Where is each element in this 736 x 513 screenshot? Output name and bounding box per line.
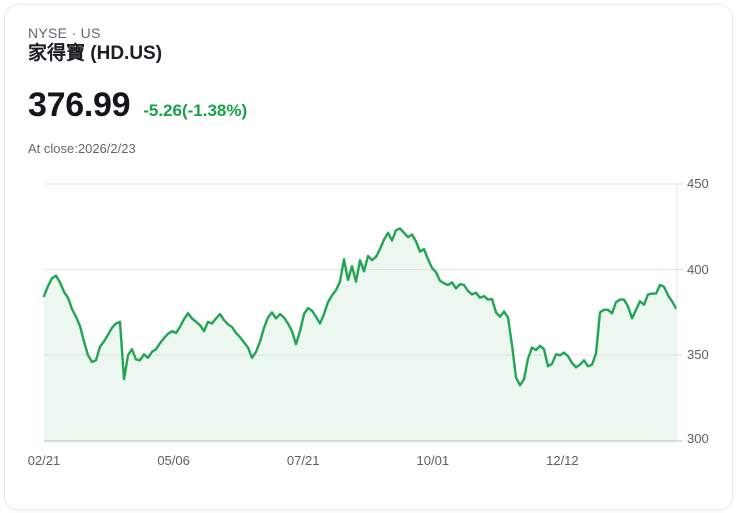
stock-title: 家得寶 (HD.US)	[28, 43, 163, 64]
x-axis-label-0721: 07/21	[286, 453, 320, 468]
x-axis-label-0221: 02/21	[27, 453, 61, 468]
exchange-market-label: NYSE · US	[28, 25, 101, 41]
y-axis-label-450: 450	[687, 176, 709, 191]
x-axis-label-1001: 10/01	[416, 453, 450, 468]
price-row: 376.99 -5.26(-1.38%)	[28, 87, 247, 123]
price-change: -5.26(-1.38%)	[143, 101, 248, 120]
price-chart-canvas[interactable]	[4, 4, 733, 510]
price-line	[42, 227, 678, 387]
x-axis-label-0506: 05/06	[157, 453, 190, 468]
y-axis-label-400: 400	[687, 261, 709, 277]
price-area-fill	[44, 228, 676, 441]
at-close-timestamp: At close:2026/2/23	[28, 141, 136, 156]
y-axis-label-300: 300	[687, 431, 709, 446]
stock-quote-card: NYSE · US 家得寶 (HD.US) 376.99 -5.26(-1.38…	[4, 4, 733, 510]
price-chart[interactable]: 450 400 350 300 02/21 05/06 07/21 10/01 …	[5, 5, 732, 509]
y-axis-label-350: 350	[687, 347, 709, 362]
x-axis-label-1212: 12/12	[546, 453, 579, 468]
last-price: 376.99	[28, 86, 131, 124]
